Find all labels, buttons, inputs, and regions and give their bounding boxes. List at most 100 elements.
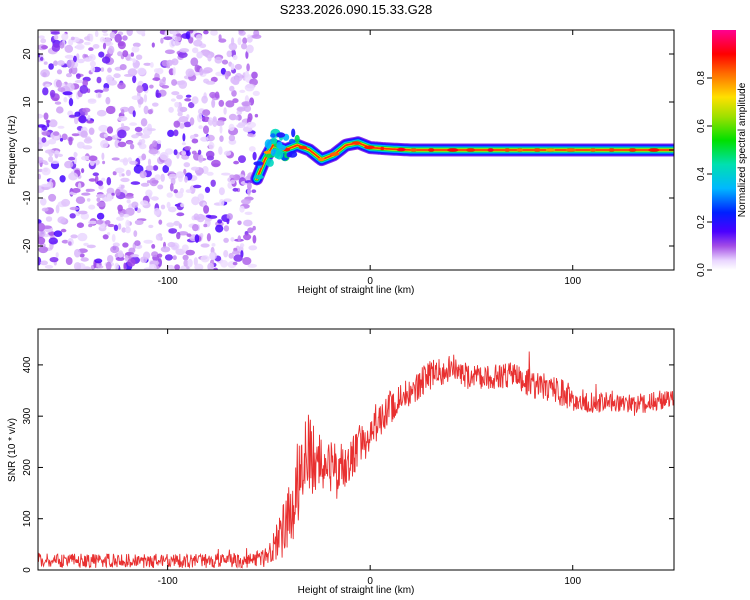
noise-blob xyxy=(106,126,114,134)
noise-blob xyxy=(68,68,73,74)
noise-blob xyxy=(129,143,135,150)
noise-blob xyxy=(66,73,72,78)
noise-blob xyxy=(55,204,60,214)
noise-blob xyxy=(157,184,164,190)
noise-blob xyxy=(162,76,167,83)
noise-blob xyxy=(228,252,234,259)
noise-blob xyxy=(134,219,144,225)
noise-blob xyxy=(171,79,178,86)
noise-blob xyxy=(121,173,125,177)
noise-blob xyxy=(56,69,63,75)
noise-blob xyxy=(88,47,94,51)
noise-blob xyxy=(160,173,165,182)
noise-blob xyxy=(143,94,148,103)
noise-blob xyxy=(235,115,239,121)
noise-blob xyxy=(211,159,221,168)
noise-blob xyxy=(200,255,210,263)
signal-peak xyxy=(329,152,340,156)
noise-blob xyxy=(159,152,169,161)
noise-blob xyxy=(172,66,176,76)
noise-blob xyxy=(135,157,141,167)
noise-blob xyxy=(43,61,48,65)
noise-blob xyxy=(47,138,57,145)
noise-blob xyxy=(208,117,214,126)
noise-blob xyxy=(244,84,255,92)
noise-blob xyxy=(146,128,156,132)
noise-blob xyxy=(135,54,143,60)
noise-blob xyxy=(247,227,254,234)
noise-blob xyxy=(214,91,220,99)
noise-blob xyxy=(114,167,125,174)
noise-blob xyxy=(183,162,191,168)
noise-blob xyxy=(119,212,124,217)
noise-blob xyxy=(85,136,92,142)
noise-blob xyxy=(202,109,211,116)
noise-blob xyxy=(150,62,154,68)
noise-blob xyxy=(131,201,139,208)
noise-blob xyxy=(203,30,209,35)
noise-blob xyxy=(232,250,241,255)
noise-blob xyxy=(88,220,97,225)
noise-blob xyxy=(191,138,199,144)
noise-blob xyxy=(42,225,52,229)
noise-blob xyxy=(75,196,86,204)
noise-blob xyxy=(201,116,210,123)
snr-x-ticks: -100 0 100 xyxy=(158,329,582,587)
noise-blob xyxy=(181,142,186,146)
noise-blob xyxy=(200,243,210,248)
noise-blob xyxy=(40,198,47,206)
noise-blob xyxy=(117,51,123,57)
noise-blob xyxy=(112,171,117,176)
noise-blob xyxy=(143,62,152,66)
x-tick-label: 0 xyxy=(367,276,373,287)
noise-blob xyxy=(176,231,181,240)
noise-blob xyxy=(80,130,88,138)
noise-blob xyxy=(51,43,61,52)
noise-blob xyxy=(174,264,180,270)
noise-blob xyxy=(48,63,54,70)
noise-blob xyxy=(185,68,195,77)
noise-blob xyxy=(147,158,152,166)
noise-blob xyxy=(232,98,239,104)
noise-blob xyxy=(189,134,196,140)
noise-blob xyxy=(160,246,171,253)
noise-blob xyxy=(237,235,241,242)
y-tick-label: -20 xyxy=(22,238,33,253)
noise-blob xyxy=(122,242,129,248)
noise-blob xyxy=(209,91,217,99)
noise-blob xyxy=(186,233,192,237)
noise-blob xyxy=(41,125,48,131)
noise-blob xyxy=(219,125,223,134)
noise-blob xyxy=(232,187,239,192)
signal-peak xyxy=(466,148,476,152)
colorbar-tick-label: 0.4 xyxy=(696,167,707,181)
noise-blob xyxy=(97,265,104,269)
noise-blob xyxy=(221,59,229,65)
noise-blob xyxy=(86,198,91,202)
noise-blob xyxy=(57,153,63,157)
colorbar: 0.0 0.2 0.4 0.6 0.8 Normalized spectral ampl… xyxy=(696,30,748,277)
noise-blob xyxy=(239,89,246,93)
noise-blob xyxy=(96,219,104,225)
noise-blob xyxy=(192,224,199,232)
noise-blob xyxy=(102,33,109,37)
noise-blob xyxy=(173,220,180,226)
noise-blob xyxy=(173,149,178,156)
transition-blob xyxy=(253,161,264,166)
noise-blob xyxy=(38,222,46,232)
noise-blob xyxy=(197,113,203,123)
noise-blob xyxy=(223,237,229,243)
noise-blob xyxy=(206,233,211,242)
noise-blob xyxy=(92,44,100,49)
noise-blob xyxy=(57,60,65,66)
noise-blob xyxy=(98,124,109,133)
noise-blob xyxy=(94,258,103,264)
noise-blob xyxy=(78,115,87,124)
noise-blob xyxy=(157,258,162,267)
noise-blob xyxy=(145,165,154,172)
noise-blob xyxy=(194,263,204,270)
noise-blob xyxy=(40,56,44,61)
noise-blob xyxy=(160,37,164,44)
noise-blob xyxy=(244,211,253,215)
noise-blob xyxy=(74,79,85,84)
